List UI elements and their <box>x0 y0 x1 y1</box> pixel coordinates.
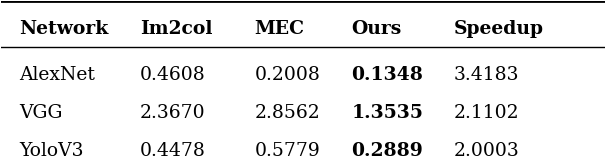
Text: 0.1348: 0.1348 <box>351 66 423 84</box>
Text: 0.5779: 0.5779 <box>255 143 321 160</box>
Text: AlexNet: AlexNet <box>19 66 95 84</box>
Text: 2.3670: 2.3670 <box>140 104 206 122</box>
Text: YoloV3: YoloV3 <box>19 143 84 160</box>
Text: Speedup: Speedup <box>454 20 544 38</box>
Text: 2.0003: 2.0003 <box>454 143 519 160</box>
Text: 1.3535: 1.3535 <box>351 104 423 122</box>
Text: 3.4183: 3.4183 <box>454 66 519 84</box>
Text: 0.2889: 0.2889 <box>351 143 423 160</box>
Text: 0.4478: 0.4478 <box>140 143 206 160</box>
Text: MEC: MEC <box>255 20 305 38</box>
Text: Network: Network <box>19 20 109 38</box>
Text: Ours: Ours <box>351 20 402 38</box>
Text: 2.1102: 2.1102 <box>454 104 519 122</box>
Text: 0.2008: 0.2008 <box>255 66 321 84</box>
Text: 2.8562: 2.8562 <box>255 104 321 122</box>
Text: Im2col: Im2col <box>140 20 213 38</box>
Text: VGG: VGG <box>19 104 63 122</box>
Text: 0.4608: 0.4608 <box>140 66 206 84</box>
